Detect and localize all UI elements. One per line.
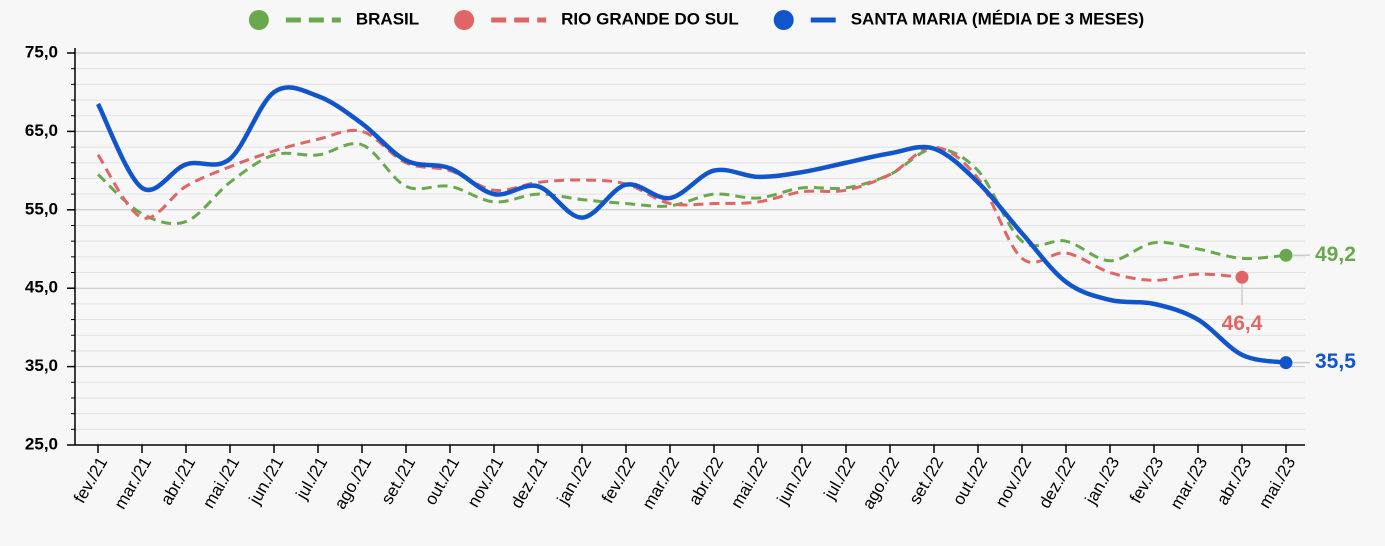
value-label: 49,2 — [1315, 243, 1356, 266]
x-tick-label: out./21 — [421, 454, 463, 509]
legend-label: BRASIL — [356, 9, 419, 28]
x-tick-label: dez./21 — [507, 454, 551, 512]
x-tick-label: ago./22 — [859, 454, 904, 513]
x-tick-label: jan./23 — [1081, 454, 1123, 509]
series-line — [96, 142, 1287, 263]
y-tick-label: 75,0 — [25, 42, 58, 61]
series-line — [95, 85, 1287, 365]
x-tick-label: jun./22 — [773, 454, 815, 509]
y-tick-label: 25,0 — [25, 434, 58, 453]
x-tick-label: fev./23 — [1126, 454, 1167, 507]
x-tick-label: set./21 — [377, 454, 419, 508]
x-tick-label: jan./22 — [553, 454, 595, 509]
x-tick-label: fev./21 — [70, 454, 111, 507]
x-tick-label: nov./22 — [992, 454, 1036, 511]
x-tick-label: mar./22 — [639, 454, 684, 513]
value-label: 35,5 — [1315, 350, 1356, 373]
x-tick-label: mai./23 — [1255, 454, 1299, 512]
end-marker — [1235, 270, 1249, 284]
x-tick-label: set./22 — [905, 454, 947, 508]
y-tick-label: 45,0 — [25, 278, 58, 297]
x-tick-label: mar./23 — [1167, 454, 1212, 513]
legend-item: BRASIL — [248, 9, 419, 30]
x-tick-label: abr./21 — [157, 454, 199, 509]
y-tick-label: 35,0 — [25, 356, 58, 375]
legend-label: RIO GRANDE DO SUL — [561, 9, 739, 28]
x-tick-label: out./22 — [949, 454, 991, 509]
x-tick-label: dez./22 — [1035, 454, 1079, 512]
x-tick-label: mai./22 — [727, 454, 771, 512]
legend-item: SANTA MARIA (MÉDIA DE 3 MESES) — [773, 9, 1144, 30]
x-tick-label: abr./23 — [1213, 454, 1255, 509]
x-tick-label: jun./21 — [245, 454, 287, 509]
x-tick-label: abr./22 — [685, 454, 727, 509]
legend-marker — [454, 10, 475, 30]
x-tick-label: jul./22 — [820, 454, 860, 504]
x-tick-label: ago./21 — [331, 454, 376, 513]
legend: BRASIL RIO GRANDE DO SUL SANTA MARIA (MÉDI… — [248, 9, 1144, 30]
y-tick-label: 55,0 — [25, 199, 58, 218]
legend-label: SANTA MARIA (MÉDIA DE 3 MESES) — [851, 9, 1144, 28]
series-line — [96, 128, 1243, 282]
legend-marker — [773, 10, 794, 30]
legend-item: RIO GRANDE DO SUL — [454, 9, 739, 30]
value-label: 46,4 — [1222, 312, 1263, 335]
x-tick-label: mar./21 — [111, 454, 156, 513]
x-tick-label: mai./21 — [199, 454, 243, 512]
end-marker — [1279, 248, 1293, 262]
x-tick-label: fev./22 — [598, 454, 639, 507]
x-tick-label: nov./21 — [464, 454, 508, 511]
legend-marker — [248, 10, 269, 30]
end-marker — [1279, 356, 1293, 370]
y-tick-label: 65,0 — [25, 121, 58, 140]
x-tick-label: jul./21 — [292, 454, 332, 504]
